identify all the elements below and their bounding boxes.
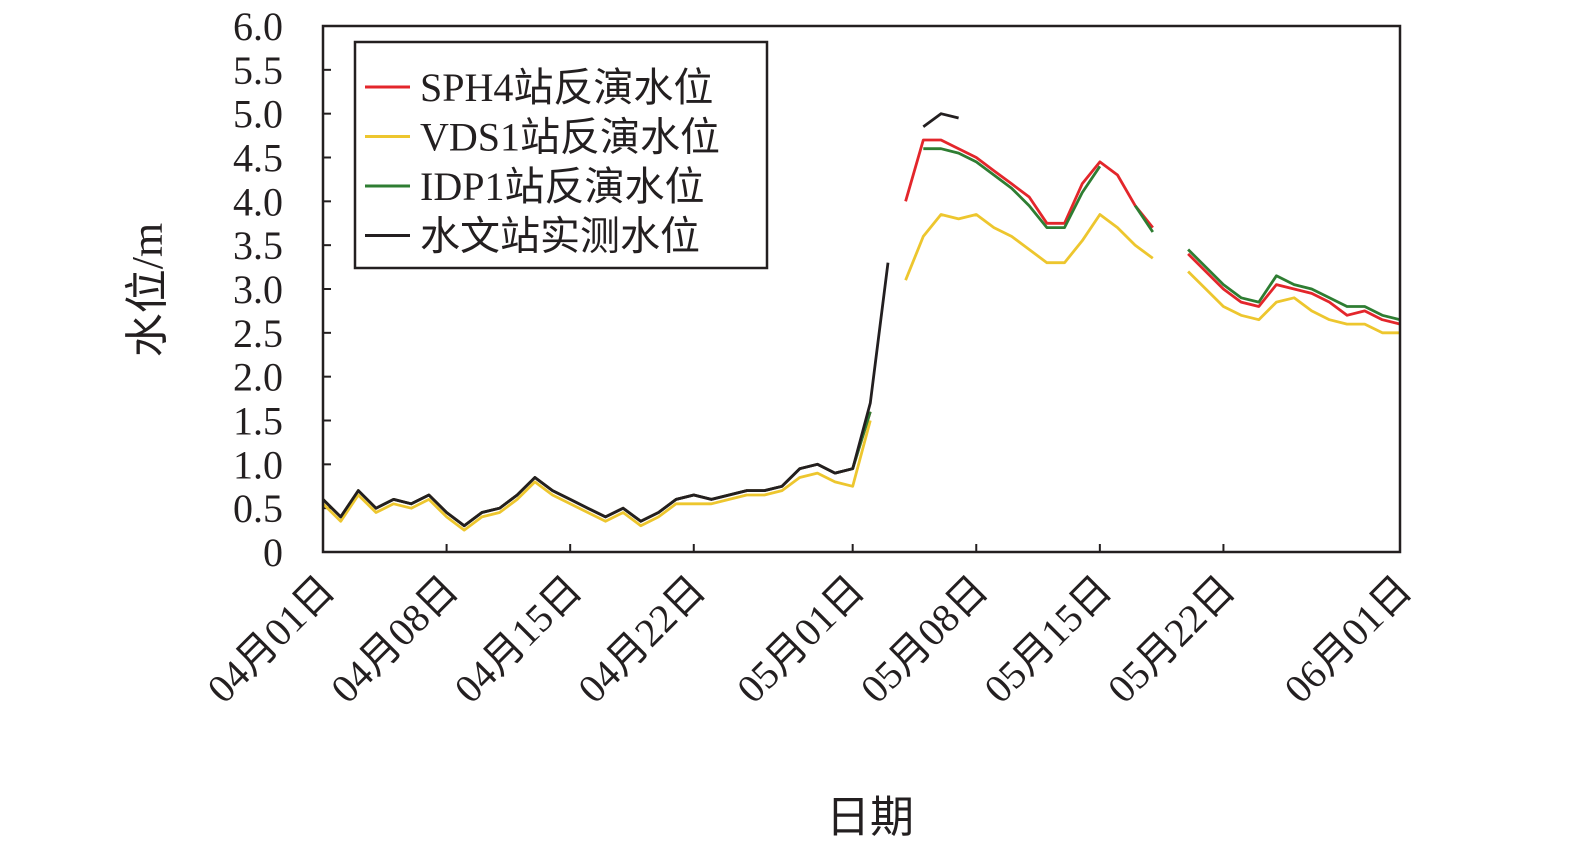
y-tick-label: 5.5 [233,48,283,93]
y-tick-label: 3.5 [233,223,283,268]
plot-frame [321,24,1402,554]
y-tick-label: 6.0 [233,4,283,49]
y-tick-label: 4.0 [233,179,283,224]
y-tick-label: 0 [263,530,283,575]
legend-label: IDP1站反演水位 [420,164,704,209]
y-tick-label: 4.5 [233,136,283,181]
y-axis-title: 水位/m [123,223,172,357]
y-tick-label: 2.5 [233,311,283,356]
x-tick-label: 04月01日 [198,567,343,712]
y-tick-label: 1.0 [233,442,283,487]
x-tick-label: 04月08日 [322,567,467,712]
legend-label: VDS1站反演水位 [420,115,720,160]
x-tick-label: 06月01日 [1275,567,1420,712]
y-tick-label: 2.0 [233,355,283,400]
y-tick-label: 3.0 [233,267,283,312]
series-line [322,213,1400,532]
x-tick-label: 05月08日 [852,567,997,712]
legend-label: 水文站实测水位 [420,214,700,259]
series-line [322,112,959,528]
x-tick-label: 04月22日 [569,567,714,712]
x-tick-label: 05月01日 [728,567,873,712]
x-tick-label: 04月15日 [446,567,591,712]
y-tick-label: 0.5 [233,486,283,531]
legend-box [353,40,769,270]
legend-label: SPH4站反演水位 [420,65,713,110]
x-axis-title: 日期 [826,793,914,842]
x-tick-label: 05月22日 [1099,567,1244,712]
x-tick-label: 05月15日 [975,567,1120,712]
y-tick-label: 5.0 [233,92,283,137]
y-tick-label: 1.5 [233,399,283,444]
